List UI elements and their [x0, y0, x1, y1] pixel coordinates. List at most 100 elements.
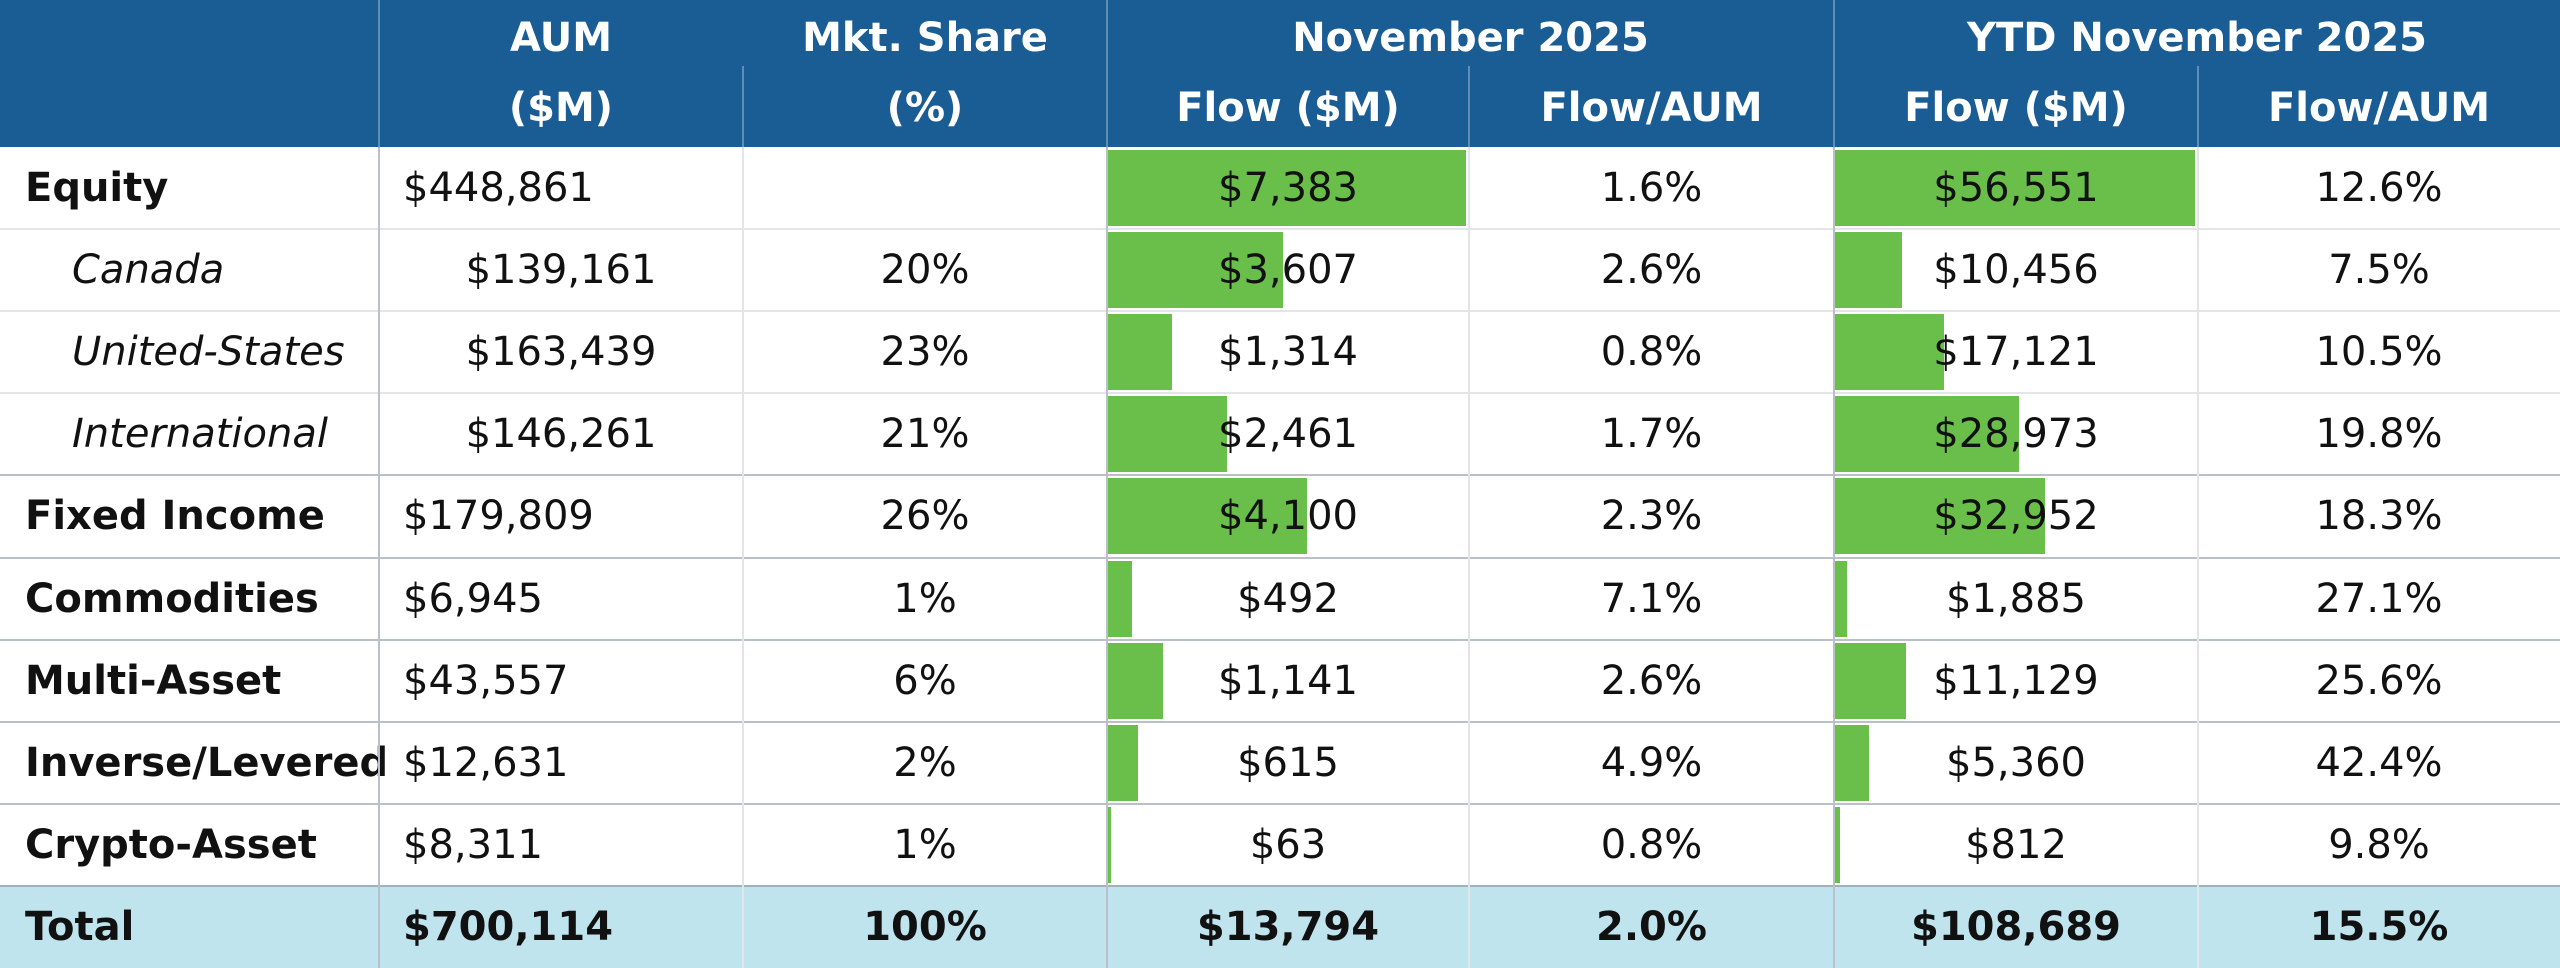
cell-text: $3,607: [1218, 247, 1358, 294]
row-line: [0, 638, 2560, 641]
cell-text: 0.8%: [1600, 821, 1703, 868]
row-line: [0, 556, 2560, 559]
cell-text: 100%: [863, 903, 987, 950]
cell-text: $700,114: [403, 903, 614, 950]
cell-text: 0.8%: [1600, 329, 1703, 376]
cell-text: $492: [1237, 575, 1339, 622]
bar: [1108, 560, 1132, 637]
cell-text: 2%: [893, 739, 957, 786]
cell-text: 2.0%: [1596, 903, 1707, 950]
bar: [1108, 478, 1307, 555]
cell-text: $10,456: [1933, 247, 2099, 294]
cell-text: 1%: [893, 821, 957, 868]
cell-text: 15.5%: [2309, 903, 2449, 950]
header-text: Flow/AUM: [2267, 85, 2491, 131]
cell-text: 1.6%: [1600, 165, 1703, 211]
header-text: Mkt. Share: [802, 15, 1048, 61]
header-text: November 2025: [1292, 15, 1649, 61]
column-line: [378, 147, 380, 968]
header-text: Flow/AUM: [1540, 85, 1763, 131]
header-divider: [2197, 66, 2199, 147]
cell-text: $179,809: [403, 493, 594, 540]
cell-text: 23%: [880, 329, 970, 376]
cell-text: Multi-Asset: [25, 657, 282, 704]
cell-text: International: [72, 411, 328, 458]
header-divider: [1106, 0, 1108, 147]
row-line: [0, 392, 2560, 395]
cell-text: 12.6%: [2315, 165, 2443, 211]
cell-text: 6%: [893, 657, 957, 704]
header-divider: [378, 0, 380, 147]
row-line: [0, 310, 2560, 313]
cell-text: Crypto-Asset: [25, 821, 317, 868]
bar: [1835, 642, 1906, 719]
bar: [1108, 396, 1228, 473]
header-text: (%): [886, 85, 964, 131]
cell-text: $8,311: [403, 821, 543, 868]
cell-text: 26%: [880, 493, 970, 540]
cell-text: $43,557: [403, 657, 569, 704]
bar: [1835, 232, 1902, 309]
cell-text: $615: [1237, 739, 1339, 786]
cell-text: 7.1%: [1600, 575, 1703, 622]
cell-text: $448,861: [403, 165, 594, 211]
cell-text: $11,129: [1933, 657, 2099, 704]
header-text: AUM: [509, 15, 612, 61]
cell-text: Equity: [25, 165, 169, 211]
header-text: YTD November 2025: [1967, 15, 2427, 61]
column-line: [1833, 147, 1835, 968]
header-divider: [1833, 0, 1835, 147]
column-line: [742, 147, 744, 968]
cell-text: $1,314: [1218, 329, 1358, 376]
cell-text: 2.3%: [1600, 493, 1703, 540]
cell-text: $7,383: [1218, 165, 1358, 211]
bar: [1108, 806, 1112, 883]
bar: [1108, 232, 1283, 309]
cell-text: 2.6%: [1600, 247, 1703, 294]
cell-text: $1,141: [1218, 657, 1358, 704]
cell-text: $1,885: [1946, 575, 2086, 622]
column-line: [1468, 147, 1470, 968]
bar: [1835, 478, 2045, 555]
cell-text: Inverse/Levered: [25, 739, 389, 786]
cell-text: $6,945: [403, 575, 543, 622]
row-line: [0, 474, 2560, 477]
header-text: ($M): [508, 85, 614, 131]
header-divider: [742, 66, 744, 147]
cell-text: 1.7%: [1600, 411, 1703, 458]
cell-text: 25.6%: [2315, 657, 2443, 704]
cell-text: 9.8%: [2328, 821, 2430, 868]
cell-text: Canada: [72, 247, 225, 294]
cell-text: Fixed Income: [25, 493, 325, 540]
cell-text: $5,360: [1946, 739, 2086, 786]
bar: [1108, 150, 1466, 227]
cell-text: $32,952: [1933, 493, 2099, 540]
cell-text: 19.8%: [2315, 411, 2443, 458]
row-line: [0, 228, 2560, 231]
bar: [1835, 560, 1847, 637]
cell-text: Total: [25, 903, 135, 950]
row-line: [0, 720, 2560, 723]
header-bg: [0, 0, 2560, 147]
cell-text: $17,121: [1933, 329, 2099, 376]
header-text: Flow ($M): [1176, 85, 1400, 131]
cell-text: 20%: [880, 247, 970, 294]
bar: [1108, 642, 1164, 719]
cell-text: $28,973: [1933, 411, 2099, 458]
cell-text: $4,100: [1218, 493, 1358, 540]
cell-text: Commodities: [25, 575, 319, 622]
bar: [1108, 314, 1172, 391]
bar: [1835, 724, 1870, 801]
cell-text: $108,689: [1910, 903, 2122, 950]
cell-text: 18.3%: [2315, 493, 2443, 540]
cell-text: $63: [1249, 821, 1327, 868]
bar: [1835, 806, 1841, 883]
cell-text: 21%: [880, 411, 970, 458]
cell-text: $163,439: [465, 329, 657, 376]
cell-text: 1%: [893, 575, 957, 622]
total-bg: [0, 885, 2560, 968]
cell-text: 42.4%: [2315, 739, 2443, 786]
column-line: [2197, 147, 2199, 968]
cell-text: United-States: [72, 329, 345, 376]
cell-text: 27.1%: [2315, 575, 2443, 622]
